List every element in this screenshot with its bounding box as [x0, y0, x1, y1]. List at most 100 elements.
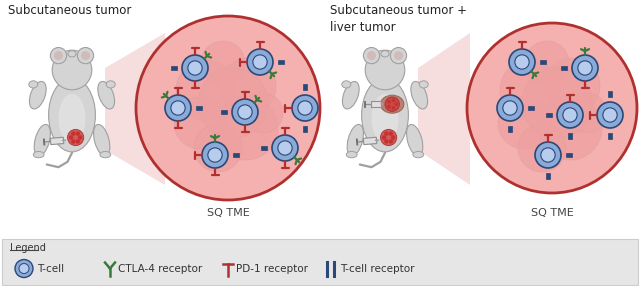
Circle shape	[367, 51, 376, 60]
Ellipse shape	[362, 78, 408, 152]
Circle shape	[572, 55, 598, 81]
Circle shape	[76, 139, 80, 144]
Circle shape	[563, 108, 577, 122]
Circle shape	[69, 135, 74, 140]
Circle shape	[388, 139, 393, 144]
Circle shape	[382, 135, 387, 140]
Circle shape	[509, 49, 535, 75]
Circle shape	[365, 50, 405, 90]
Circle shape	[19, 263, 29, 273]
Circle shape	[214, 96, 278, 160]
Polygon shape	[233, 153, 239, 157]
Text: Subcutaneous tumor: Subcutaneous tumor	[8, 4, 131, 17]
Circle shape	[557, 102, 583, 128]
Polygon shape	[221, 110, 227, 114]
Circle shape	[182, 55, 208, 81]
Circle shape	[538, 96, 602, 160]
Circle shape	[81, 51, 90, 60]
Polygon shape	[561, 66, 567, 70]
Polygon shape	[540, 60, 546, 64]
Circle shape	[387, 105, 391, 108]
Circle shape	[71, 139, 76, 144]
Circle shape	[71, 131, 76, 136]
Circle shape	[392, 99, 396, 102]
Circle shape	[388, 131, 393, 136]
Circle shape	[77, 47, 93, 64]
Ellipse shape	[381, 95, 404, 113]
Circle shape	[171, 101, 185, 115]
Circle shape	[247, 49, 273, 75]
Circle shape	[51, 47, 67, 64]
Ellipse shape	[419, 81, 428, 88]
Polygon shape	[566, 153, 572, 157]
Ellipse shape	[346, 152, 357, 158]
Ellipse shape	[29, 82, 46, 109]
Polygon shape	[303, 126, 307, 132]
Circle shape	[272, 135, 298, 161]
Ellipse shape	[49, 78, 95, 152]
Circle shape	[165, 95, 191, 121]
Circle shape	[515, 55, 529, 69]
Polygon shape	[528, 106, 534, 110]
Polygon shape	[418, 33, 470, 185]
Circle shape	[76, 131, 80, 136]
Ellipse shape	[106, 81, 115, 88]
Circle shape	[292, 95, 318, 121]
Circle shape	[522, 68, 592, 138]
Text: CTLA-4 receptor: CTLA-4 receptor	[118, 263, 202, 273]
Circle shape	[198, 68, 268, 138]
Text: PD-1 receptor: PD-1 receptor	[236, 263, 308, 273]
Polygon shape	[105, 33, 165, 185]
Bar	[2, 239, 638, 285]
Circle shape	[174, 97, 226, 149]
Circle shape	[384, 139, 388, 144]
Ellipse shape	[100, 152, 111, 158]
Polygon shape	[508, 126, 512, 132]
Text: Subcutaneous tumor +
liver tumor: Subcutaneous tumor + liver tumor	[330, 4, 467, 34]
Circle shape	[467, 23, 637, 193]
Circle shape	[541, 148, 555, 162]
Polygon shape	[568, 133, 572, 139]
Ellipse shape	[342, 82, 359, 109]
Polygon shape	[261, 146, 267, 150]
Polygon shape	[196, 106, 202, 110]
Polygon shape	[364, 137, 377, 145]
Ellipse shape	[413, 152, 424, 158]
Ellipse shape	[29, 81, 38, 88]
Text: SQ TME: SQ TME	[531, 208, 573, 218]
Circle shape	[52, 50, 92, 90]
Circle shape	[188, 61, 202, 75]
Circle shape	[544, 58, 600, 114]
Circle shape	[253, 55, 267, 69]
Circle shape	[194, 124, 242, 172]
Circle shape	[54, 51, 63, 60]
Text: T-cell: T-cell	[37, 263, 64, 273]
Circle shape	[503, 101, 517, 115]
Circle shape	[567, 93, 607, 133]
Ellipse shape	[58, 94, 86, 143]
Ellipse shape	[98, 82, 115, 109]
Circle shape	[391, 135, 396, 140]
Circle shape	[390, 47, 406, 64]
Text: Legend: Legend	[10, 243, 46, 253]
Circle shape	[15, 259, 33, 277]
Circle shape	[498, 97, 550, 149]
Text: T-cell receptor: T-cell receptor	[340, 263, 415, 273]
Ellipse shape	[381, 51, 389, 57]
Polygon shape	[303, 84, 307, 90]
Circle shape	[535, 142, 561, 168]
Circle shape	[67, 129, 84, 146]
Ellipse shape	[411, 82, 428, 109]
Circle shape	[278, 141, 292, 155]
Polygon shape	[51, 137, 64, 145]
Circle shape	[78, 135, 83, 140]
Ellipse shape	[342, 81, 351, 88]
Circle shape	[220, 58, 276, 114]
Circle shape	[518, 124, 566, 172]
Circle shape	[232, 99, 258, 125]
Circle shape	[500, 60, 560, 120]
Circle shape	[578, 61, 592, 75]
Polygon shape	[171, 66, 177, 70]
Circle shape	[136, 16, 320, 200]
Ellipse shape	[68, 51, 76, 57]
